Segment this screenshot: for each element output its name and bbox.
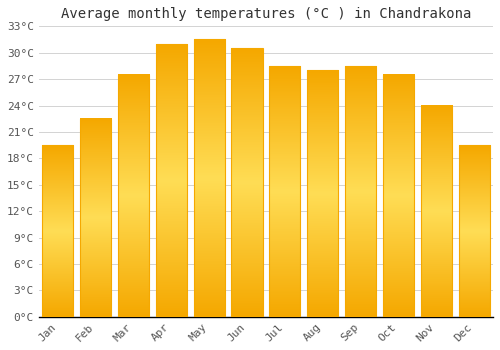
Bar bbox=[42, 145, 74, 317]
Bar bbox=[307, 70, 338, 317]
Bar bbox=[118, 75, 149, 317]
Bar bbox=[345, 66, 376, 317]
Bar bbox=[345, 66, 376, 317]
Bar bbox=[42, 145, 74, 317]
Bar bbox=[194, 40, 224, 317]
Bar bbox=[80, 119, 111, 317]
Bar bbox=[421, 105, 452, 317]
Bar bbox=[383, 75, 414, 317]
Bar bbox=[383, 75, 414, 317]
Bar bbox=[156, 44, 187, 317]
Bar bbox=[194, 40, 224, 317]
Bar bbox=[307, 70, 338, 317]
Bar bbox=[458, 145, 490, 317]
Bar bbox=[232, 48, 262, 317]
Bar bbox=[232, 48, 262, 317]
Bar bbox=[156, 44, 187, 317]
Bar bbox=[118, 75, 149, 317]
Bar bbox=[421, 105, 452, 317]
Bar bbox=[270, 66, 300, 317]
Bar bbox=[80, 119, 111, 317]
Bar bbox=[458, 145, 490, 317]
Bar bbox=[270, 66, 300, 317]
Title: Average monthly temperatures (°C ) in Chandrakona: Average monthly temperatures (°C ) in Ch… bbox=[60, 7, 471, 21]
